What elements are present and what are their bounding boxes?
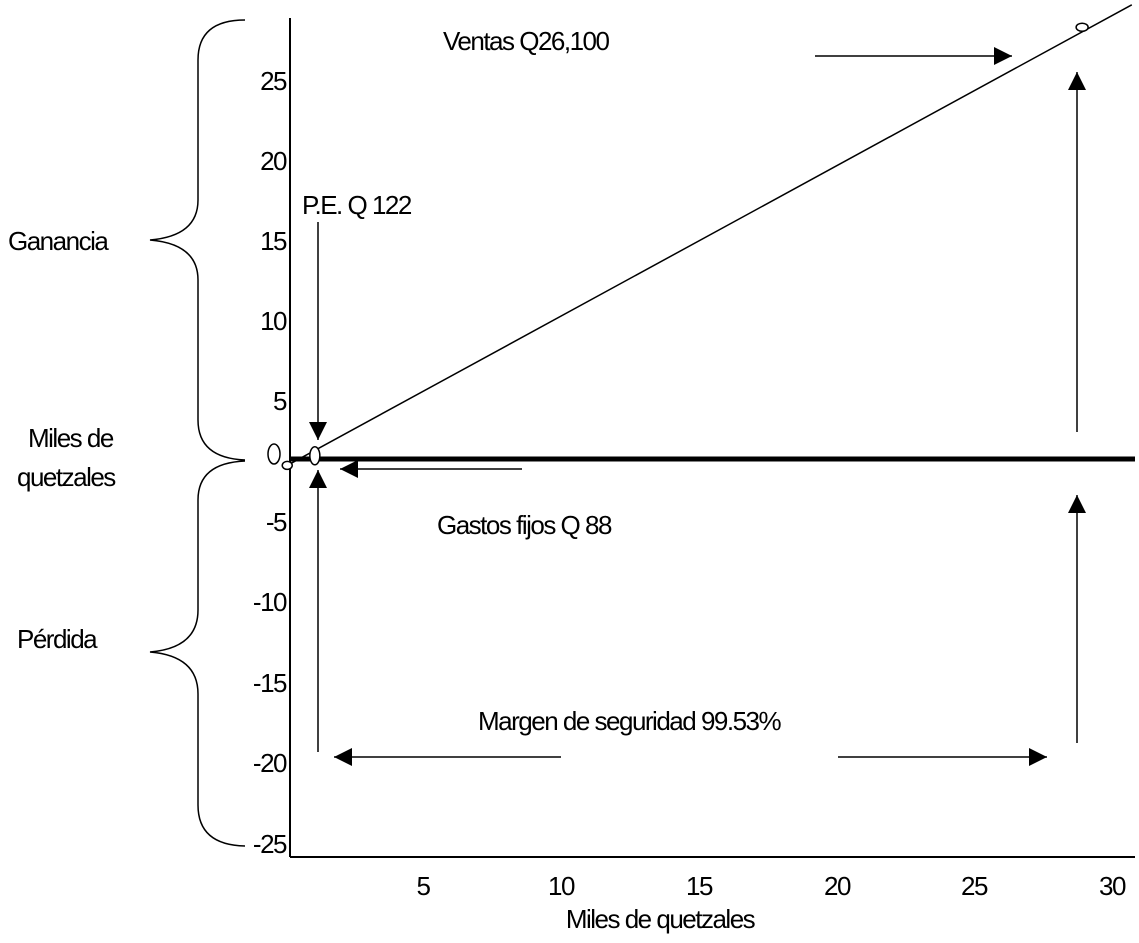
- y-tick-20: 20: [260, 146, 287, 176]
- y-tick-15: 15: [260, 226, 287, 256]
- ganancia-label: Ganancia: [8, 226, 109, 256]
- y-tick-neg15: -15: [253, 668, 287, 698]
- y-tick-neg20: -20: [253, 748, 287, 778]
- perdida-label: Pérdida: [17, 624, 98, 654]
- origin-marker: [281, 460, 293, 471]
- x-tick-15: 15: [686, 871, 713, 901]
- y-tick-25: 25: [260, 66, 287, 96]
- sales-marker: [1075, 22, 1089, 33]
- miles-label-line2: quetzales: [17, 462, 116, 492]
- y-tick-10: 10: [260, 306, 287, 336]
- ganancia-bracket: [149, 19, 246, 461]
- margen-label: Margen de seguridad 99.53%: [478, 706, 782, 736]
- miles-label-line1: Miles de: [28, 423, 114, 453]
- sales-line: [286, 4, 1133, 467]
- y-tick-neg25: -25: [253, 829, 287, 859]
- breakeven-marker: [309, 446, 321, 466]
- x-tick-5: 5: [417, 871, 431, 901]
- y-tick-neg5: -5: [266, 507, 287, 537]
- y-tick-5: 5: [273, 386, 287, 416]
- x-axis-label: Miles de quetzales: [566, 904, 756, 934]
- y-tick-neg10: -10: [253, 587, 287, 617]
- gastos-label: Gastos fijos Q 88: [437, 510, 612, 540]
- perdida-bracket: [149, 460, 246, 847]
- x-tick-20: 20: [824, 871, 851, 901]
- x-tick-10: 10: [548, 871, 575, 901]
- x-tick-30: 30: [1099, 871, 1126, 901]
- y-tick-0: [267, 443, 281, 465]
- ventas-label: Ventas Q26,100: [443, 26, 610, 56]
- pe-label: P.E. Q 122: [302, 190, 412, 220]
- x-tick-25: 25: [961, 871, 988, 901]
